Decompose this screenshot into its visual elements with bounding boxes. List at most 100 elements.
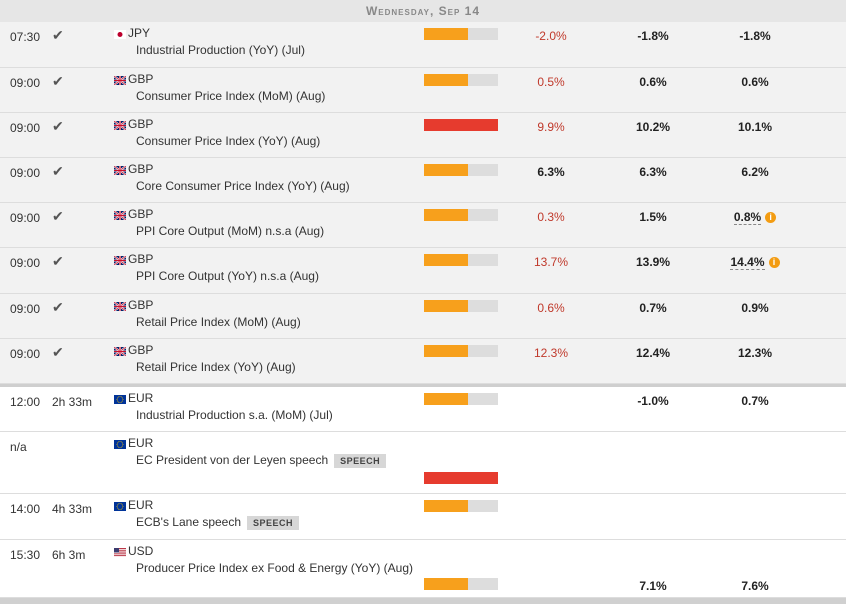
event-currency: GBP xyxy=(128,207,154,221)
consensus-value: 6.3% xyxy=(639,165,667,179)
event-currency: GBP xyxy=(128,343,154,357)
event-row[interactable]: 09:00 ✔ GBP Retail Price Index (MoM) (Aug) 0… xyxy=(0,294,846,339)
event-name[interactable]: PPI Core Output (YoY) n.s.a (Aug) xyxy=(136,269,319,283)
actual-value: 6.3% xyxy=(537,165,565,179)
impact-bar xyxy=(424,393,498,405)
impact-bar-fill xyxy=(424,119,498,131)
flag-icon-jp xyxy=(114,28,126,39)
previous-value-text: 6.2% xyxy=(741,165,769,179)
event-name-text[interactable]: EC President von der Leyen speech xyxy=(136,453,329,467)
impact-bar-fill xyxy=(424,254,469,266)
event-name[interactable]: PPI Core Output (MoM) n.s.a (Aug) xyxy=(136,224,324,238)
event-name-text[interactable]: Producer Price Index ex Food & Energy (Y… xyxy=(136,561,414,575)
previous-value: 10.1% xyxy=(720,120,790,134)
released-upcoming-divider xyxy=(0,384,846,387)
previous-value[interactable]: 14.4% i xyxy=(720,255,790,270)
previous-value-text: 14.4% xyxy=(730,255,765,270)
event-name[interactable]: Retail Price Index (MoM) (Aug) xyxy=(136,315,301,329)
impact-bar-fill xyxy=(424,164,469,176)
impact-bar-fill xyxy=(424,300,469,312)
impact-bar-fill xyxy=(424,500,469,512)
event-name[interactable]: Core Consumer Price Index (YoY) (Aug) xyxy=(136,179,350,193)
flag-icon-gb xyxy=(113,209,127,221)
event-currency: EUR xyxy=(128,391,154,405)
event-time: 09:00 xyxy=(10,76,41,90)
footer-divider xyxy=(0,598,846,604)
actual-value: 0.3% xyxy=(537,210,565,224)
previous-value: -1.8% xyxy=(720,29,790,43)
event-row[interactable]: 14:00 4h 33m EUR ECB's Lane speech SPEECH xyxy=(0,494,846,540)
event-name[interactable]: EC President von der Leyen speech SPEECH xyxy=(136,453,387,468)
revision-info-icon[interactable]: i xyxy=(765,212,777,224)
event-countdown: 6h 3m xyxy=(52,548,86,562)
previous-value-text: 0.6% xyxy=(741,75,769,89)
event-name[interactable]: Consumer Price Index (MoM) (Aug) xyxy=(136,89,325,103)
event-name-text[interactable]: Consumer Price Index (MoM) (Aug) xyxy=(136,89,326,103)
impact-bar-fill xyxy=(424,393,469,405)
event-row[interactable]: 09:00 ✔ GBP Consumer Price Index (MoM) (Aug… xyxy=(0,68,846,113)
previous-value-text: 0.8% xyxy=(733,210,762,225)
event-row[interactable]: 09:00 ✔ GBP Core Consumer Price Index (YoY)… xyxy=(0,158,846,203)
impact-bar xyxy=(424,119,498,131)
event-currency: GBP xyxy=(128,117,154,131)
previous-value: 12.3% xyxy=(720,346,790,360)
flag-icon-gb xyxy=(113,254,127,266)
event-currency: EUR xyxy=(128,498,154,512)
consensus-value: 10.2% xyxy=(635,120,671,134)
previous-value-text: -1.8% xyxy=(739,29,771,43)
previous-value-text: 7.6% xyxy=(741,579,769,593)
impact-bar-fill xyxy=(424,28,469,40)
event-name[interactable]: Retail Price Index (YoY) (Aug) xyxy=(136,360,296,374)
event-row[interactable]: 09:00 ✔ GBP Retail Price Index (YoY) (Aug) 1… xyxy=(0,339,846,384)
checkmark-icon: ✔ xyxy=(52,118,64,134)
event-row[interactable]: 15:30 6h 3m USD Producer Price Index ex Foo… xyxy=(0,540,846,598)
event-name-text[interactable]: PPI Core Output (MoM) n.s.a (Aug) xyxy=(136,224,325,238)
previous-value: 0.7% xyxy=(720,394,790,408)
checkmark-icon: ✔ xyxy=(52,344,64,360)
previous-value-text: 12.3% xyxy=(737,346,773,360)
event-name-text[interactable]: Consumer Price Index (YoY) (Aug) xyxy=(136,134,321,148)
speech-badge: SPEECH xyxy=(334,453,387,468)
event-name-text[interactable]: ECB's Lane speech xyxy=(136,515,242,529)
impact-bar xyxy=(424,472,498,484)
event-name-text[interactable]: Industrial Production s.a. (MoM) (Jul) xyxy=(136,408,333,422)
event-row[interactable]: 09:00 ✔ GBP Consumer Price Index (YoY) (Aug… xyxy=(0,113,846,158)
impact-bar xyxy=(424,300,498,312)
event-name[interactable]: Industrial Production s.a. (MoM) (Jul) xyxy=(136,408,333,422)
revision-info-icon[interactable]: i xyxy=(768,257,780,269)
impact-bar xyxy=(424,254,498,266)
day-header: Wednesday, Sep 14 xyxy=(0,0,846,23)
event-name-text[interactable]: Industrial Production (YoY) (Jul) xyxy=(136,43,305,57)
flag-icon-gb xyxy=(113,164,127,176)
event-name-text[interactable]: PPI Core Output (YoY) n.s.a (Aug) xyxy=(136,269,319,283)
flag-icon-eu xyxy=(114,393,126,404)
event-name[interactable]: Consumer Price Index (YoY) (Aug) xyxy=(136,134,320,148)
impact-bar xyxy=(424,164,498,176)
event-name-text[interactable]: Retail Price Index (MoM) (Aug) xyxy=(136,315,301,329)
event-currency: GBP xyxy=(128,162,154,176)
event-name[interactable]: ECB's Lane speech SPEECH xyxy=(136,515,300,530)
consensus-value: 12.4% xyxy=(635,346,671,360)
event-row[interactable]: 07:30 ✔ JPY Industrial Production (YoY) (Ju… xyxy=(0,22,846,68)
event-currency: EUR xyxy=(128,436,154,450)
event-currency: GBP xyxy=(128,252,154,266)
checkmark-icon: ✔ xyxy=(52,253,64,269)
event-time: 07:30 xyxy=(10,30,41,44)
event-time: 15:30 xyxy=(10,548,41,562)
consensus-value: 0.7% xyxy=(639,301,667,315)
event-row[interactable]: 12:00 2h 33m EUR Industrial Production s.a.… xyxy=(0,387,846,432)
event-row[interactable]: 09:00 ✔ GBP PPI Core Output (MoM) n.s.a (Au… xyxy=(0,203,846,248)
event-name[interactable]: Producer Price Index ex Food & Energy (Y… xyxy=(136,561,413,575)
event-time: 12:00 xyxy=(10,395,41,409)
event-name-text[interactable]: Core Consumer Price Index (YoY) (Aug) xyxy=(136,179,350,193)
impact-bar xyxy=(424,500,498,512)
actual-value: -2.0% xyxy=(535,29,567,43)
event-name-text[interactable]: Retail Price Index (YoY) (Aug) xyxy=(136,360,296,374)
previous-value[interactable]: 0.8% i xyxy=(720,210,790,225)
event-row[interactable]: n/a EUR EC President von der Leyen speech S… xyxy=(0,432,846,494)
actual-value: 12.3% xyxy=(533,346,569,360)
checkmark-icon: ✔ xyxy=(52,208,64,224)
event-currency: JPY xyxy=(128,26,151,40)
event-row[interactable]: 09:00 ✔ GBP PPI Core Output (YoY) n.s.a (Au… xyxy=(0,248,846,294)
event-name[interactable]: Industrial Production (YoY) (Jul) xyxy=(136,43,305,57)
